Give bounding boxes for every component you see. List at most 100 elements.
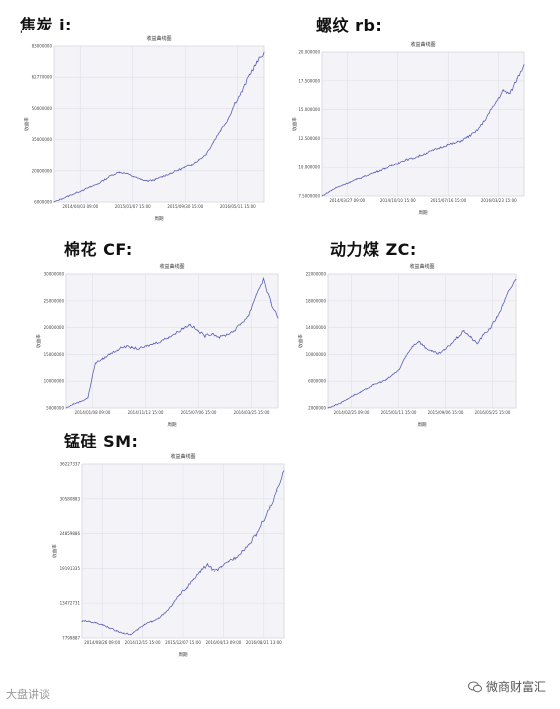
data-point <box>474 131 476 133</box>
chart-dongliman: 收益曲线图 2000000 6000000 10000000 14000000 18000… <box>296 258 522 434</box>
y-tick-label: 10.000000 <box>298 165 320 170</box>
data-point <box>248 314 250 316</box>
data-point <box>220 129 222 131</box>
data-point <box>432 149 434 151</box>
y-tick-label: 14000000 <box>306 325 327 330</box>
data-point <box>169 173 171 174</box>
y-tick-label: 5000000 <box>46 406 64 411</box>
y-tick-label: 12.500000 <box>298 136 320 141</box>
y-axis-label: 收益率 <box>51 544 58 558</box>
data-point <box>495 101 497 103</box>
data-point <box>212 141 214 143</box>
data-point <box>68 195 69 197</box>
data-point <box>398 368 400 370</box>
y-tick-label: 30000000 <box>44 272 65 277</box>
data-point <box>211 332 213 334</box>
data-point <box>219 336 220 338</box>
data-point <box>241 550 243 552</box>
x-tick-label: 2016/05/25 15:00 <box>475 410 511 415</box>
data-point <box>470 336 472 338</box>
data-point <box>515 278 517 280</box>
chart-mianhua-svg: 收益曲线图 5000000 10000000 15000000 20000000 2500… <box>35 263 279 428</box>
y-tick-label: 19191335 <box>60 566 81 571</box>
x-tick-label: 2014/08/26 09:00 <box>84 640 120 645</box>
data-point <box>240 322 242 324</box>
data-point <box>340 402 342 404</box>
data-point <box>270 302 272 303</box>
chart-luowen-svg: 收益曲线图 7.5000000 10.000000 12.500000 15.00000… <box>291 41 525 216</box>
chart-jiaotan-svg: 收益曲线图 6000000 20000000 35000000 50000000 6277… <box>23 35 265 222</box>
data-point <box>426 152 427 154</box>
data-point <box>269 507 271 509</box>
chart-title: 收益曲线图 <box>146 35 171 42</box>
x-tick-label: 2015/09/30 15:00 <box>167 204 203 209</box>
y-tick-label: 2000000 <box>308 406 326 411</box>
data-point <box>463 330 465 332</box>
data-point <box>509 93 511 95</box>
data-point <box>81 620 83 622</box>
y-tick-label: 6000000 <box>34 200 52 205</box>
y-axis-label: 收益率 <box>291 117 298 131</box>
y-tick-label: 15.000000 <box>298 107 320 112</box>
data-point <box>277 317 279 319</box>
data-point <box>183 167 185 169</box>
watermark-right: 微商财富汇 <box>468 678 546 695</box>
data-point <box>102 624 104 626</box>
series-line <box>65 276 279 409</box>
data-point <box>255 533 257 535</box>
y-tick-label: 25000000 <box>44 298 65 303</box>
data-point <box>116 349 118 351</box>
data-point <box>502 304 504 306</box>
data-point <box>124 345 125 347</box>
data-point <box>179 594 180 596</box>
x-tick-label: 2015/09/06 15:00 <box>428 410 464 415</box>
data-point <box>248 544 250 545</box>
data-point <box>151 620 153 622</box>
data-point <box>412 158 414 160</box>
data-point <box>262 520 264 522</box>
data-point <box>191 164 193 166</box>
data-point <box>102 358 104 360</box>
data-point <box>255 294 257 296</box>
data-point <box>366 388 368 390</box>
data-point <box>96 183 98 185</box>
data-point <box>391 165 393 167</box>
data-point <box>140 179 142 180</box>
y-tick-label: 18000000 <box>306 298 327 303</box>
x-tick-label: 2015/07/16 15:00 <box>430 198 466 203</box>
plot-area <box>65 273 279 409</box>
chart-luowen: 收益曲线图 7.5000000 10.000000 12.500000 15.00000… <box>290 36 530 222</box>
data-point <box>444 349 446 351</box>
data-point <box>328 191 330 193</box>
data-point <box>153 343 155 345</box>
chart-mianhua: 收益曲线图 5000000 10000000 15000000 20000000 2500… <box>34 258 284 434</box>
data-point <box>385 379 387 381</box>
y-tick-label: 10000000 <box>306 352 327 357</box>
heading-luowen: 螺纹 rb: <box>316 16 383 35</box>
data-point <box>95 622 97 624</box>
data-point <box>220 567 222 569</box>
data-point <box>186 587 187 589</box>
data-point <box>154 179 156 180</box>
y-tick-label: 20000000 <box>44 325 65 330</box>
data-point <box>489 327 491 329</box>
data-point <box>167 336 169 338</box>
data-point <box>165 612 167 614</box>
data-point <box>457 336 459 338</box>
data-point <box>145 345 147 347</box>
data-point <box>118 171 120 173</box>
data-point <box>450 343 452 345</box>
data-point <box>424 347 426 348</box>
data-point <box>111 174 113 176</box>
data-point <box>160 340 162 342</box>
data-point <box>439 147 441 149</box>
data-point <box>138 348 140 350</box>
x-tick-label: 2016/08/21 13:00 <box>246 640 282 645</box>
data-point <box>346 398 348 400</box>
chart-mengui: 收益曲线图 7799887 13472731 19191335 24859886 3058… <box>50 448 290 664</box>
data-point <box>226 334 228 336</box>
data-point <box>467 136 469 138</box>
data-point <box>263 51 265 53</box>
data-point <box>241 90 243 92</box>
plot-area <box>321 51 525 197</box>
